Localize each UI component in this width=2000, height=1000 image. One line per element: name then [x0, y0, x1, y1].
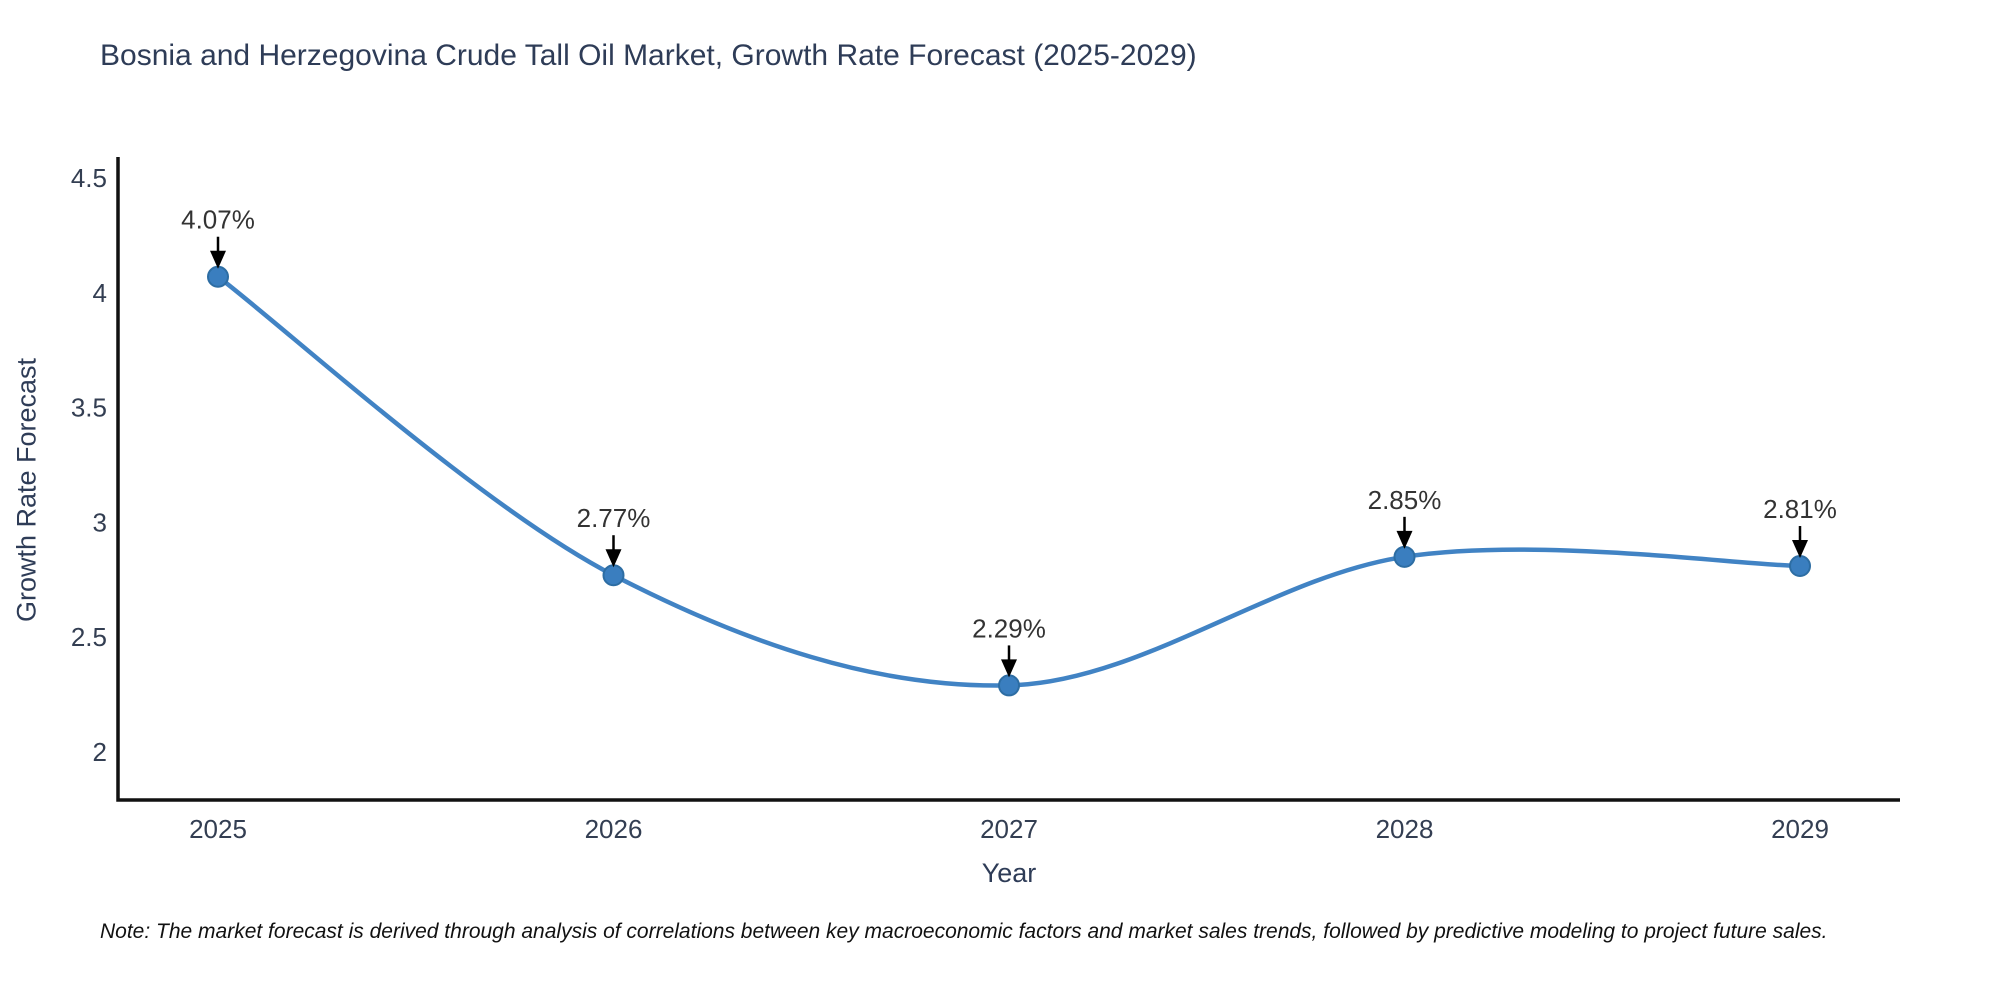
y-axis-title: Growth Rate Forecast [11, 357, 42, 623]
annotation-arrow-head [605, 549, 622, 568]
annotation-arrow-head [1396, 530, 1413, 549]
data-point-label: 2.29% [972, 613, 1046, 643]
y-tick-label: 2 [93, 737, 107, 767]
y-tick-label: 2.5 [71, 622, 107, 652]
data-point-marker [1393, 545, 1416, 568]
y-tick-label: 3 [93, 507, 107, 537]
annotation-arrow-head [1001, 659, 1017, 678]
x-axis-title: Year [981, 858, 1037, 888]
x-tick-label: 2029 [1771, 814, 1829, 844]
data-point-marker [207, 265, 229, 288]
x-tick-label: 2028 [1376, 814, 1434, 844]
data-point-marker [602, 564, 625, 587]
annotation-arrow-head [1792, 540, 1808, 559]
data-point-label: 2.77% [577, 503, 651, 533]
footnote: Note: The market forecast is derived thr… [100, 920, 1828, 943]
data-point-label: 4.07% [181, 205, 255, 235]
x-tick-label: 2027 [980, 814, 1038, 844]
y-tick-label: 4.5 [71, 163, 107, 193]
data-point-marker [1789, 555, 1811, 578]
annotation-arrow-head [210, 250, 226, 269]
y-tick-label: 4 [93, 278, 107, 308]
data-point-marker [998, 674, 1020, 697]
x-tick-label: 2026 [585, 814, 643, 844]
data-point-label: 2.81% [1763, 494, 1837, 524]
x-tick-label: 2025 [189, 814, 247, 844]
chart-title: Bosnia and Herzegovina Crude Tall Oil Ma… [100, 39, 1197, 72]
y-tick-label: 3.5 [71, 393, 107, 423]
data-point-label: 2.85% [1368, 485, 1442, 515]
axes-lines [116, 157, 1900, 802]
